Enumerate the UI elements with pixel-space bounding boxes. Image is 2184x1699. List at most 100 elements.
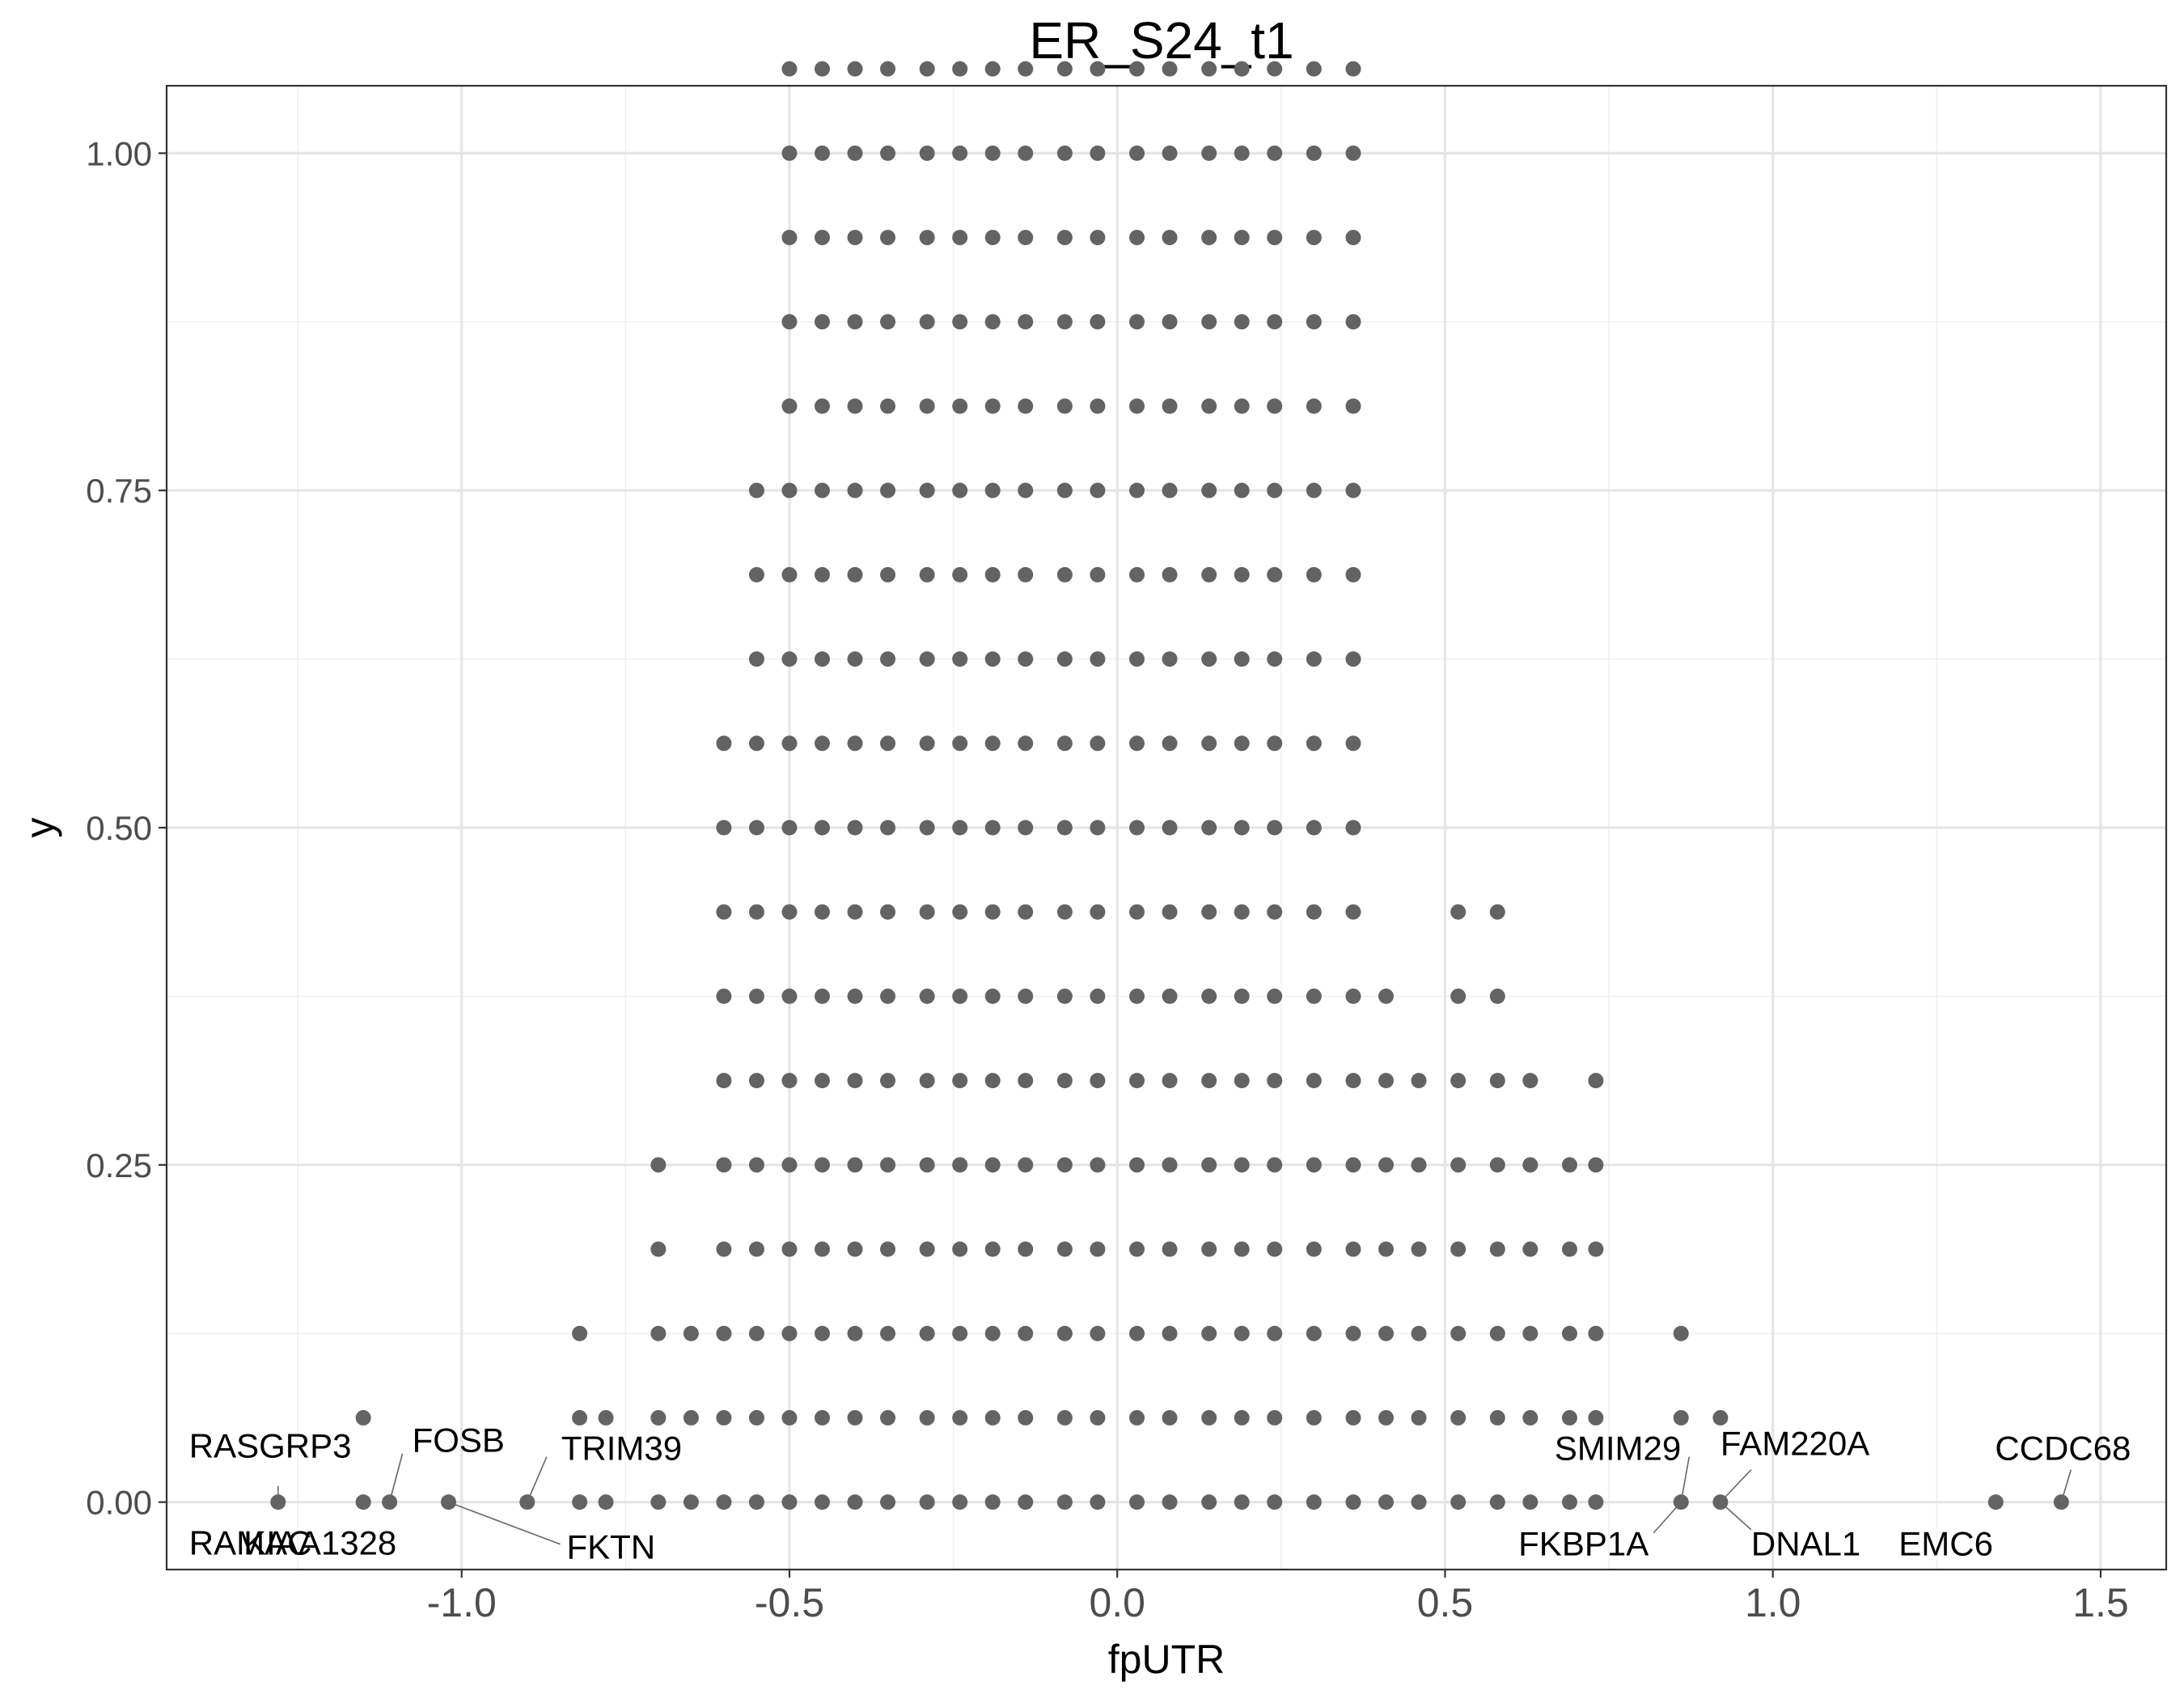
data-point <box>880 988 896 1004</box>
data-point <box>847 820 863 836</box>
data-point <box>1522 1325 1539 1341</box>
x-tick-label: -1.0 <box>427 1580 497 1625</box>
data-point <box>1201 988 1217 1004</box>
data-point <box>919 735 935 752</box>
label-leader-line <box>527 1456 548 1502</box>
data-point <box>1129 1494 1145 1510</box>
data-point <box>1306 1073 1322 1089</box>
data-point <box>1056 1409 1073 1426</box>
data-point <box>1162 61 1178 77</box>
data-point <box>1056 482 1073 498</box>
data-point <box>716 735 732 752</box>
data-point <box>748 1241 764 1257</box>
data-point <box>952 1073 968 1089</box>
data-point <box>1588 1241 1604 1257</box>
data-point <box>880 482 896 498</box>
data-point <box>1345 820 1361 836</box>
data-point <box>847 230 863 246</box>
data-point <box>1411 1494 1427 1510</box>
data-point <box>880 735 896 752</box>
x-tick-label: 1.0 <box>1745 1580 1801 1625</box>
data-point <box>1129 1157 1145 1173</box>
data-point <box>650 1157 667 1173</box>
chart-title: ER_S24_t1 <box>1029 11 1293 70</box>
data-point <box>1129 1073 1145 1089</box>
data-point <box>919 398 935 414</box>
data-point <box>650 1241 667 1257</box>
data-point <box>748 988 764 1004</box>
data-point <box>847 314 863 330</box>
data-point <box>952 1157 968 1173</box>
data-point <box>880 1157 896 1173</box>
data-point <box>748 566 764 583</box>
data-point <box>919 904 935 920</box>
data-point <box>781 1409 798 1426</box>
data-point <box>814 1241 830 1257</box>
data-point <box>1162 1157 1178 1173</box>
data-point <box>880 1325 896 1341</box>
data-point <box>1056 1241 1073 1257</box>
data-point <box>984 1073 1001 1089</box>
data-point <box>814 651 830 667</box>
data-point <box>1090 398 1106 414</box>
data-point <box>1056 904 1073 920</box>
data-point <box>984 1494 1001 1510</box>
data-point <box>1378 1073 1395 1089</box>
data-point <box>1378 1157 1395 1173</box>
data-point <box>952 566 968 583</box>
gene-label: SMIM29 <box>1555 1430 1681 1468</box>
label-leader-line <box>2060 1469 2072 1502</box>
data-point <box>1018 314 1034 330</box>
data-point <box>1201 482 1217 498</box>
data-point <box>1201 61 1217 77</box>
data-point <box>952 1241 968 1257</box>
data-point <box>1090 820 1106 836</box>
data-point <box>919 230 935 246</box>
data-point <box>814 145 830 161</box>
data-point <box>1267 1157 1283 1173</box>
data-point <box>1306 1325 1322 1341</box>
data-point <box>1201 1241 1217 1257</box>
data-point <box>1090 145 1106 161</box>
data-point <box>1056 566 1073 583</box>
data-point <box>1129 314 1145 330</box>
data-point <box>598 1494 614 1510</box>
data-point <box>1234 988 1250 1004</box>
data-point <box>952 820 968 836</box>
data-point <box>1018 145 1034 161</box>
data-point <box>847 61 863 77</box>
data-point <box>1090 1241 1106 1257</box>
data-point <box>1234 1409 1250 1426</box>
data-point <box>716 1494 732 1510</box>
data-point <box>919 1073 935 1089</box>
data-point <box>1522 1073 1539 1089</box>
data-point <box>1090 566 1106 583</box>
data-point <box>952 145 968 161</box>
data-point <box>1234 314 1250 330</box>
data-point <box>952 988 968 1004</box>
data-point <box>1267 1409 1283 1426</box>
data-point <box>1267 482 1283 498</box>
label-leader-line <box>1653 1502 1682 1534</box>
data-point <box>984 482 1001 498</box>
data-point <box>1090 1409 1106 1426</box>
gene-label: EMC6 <box>1898 1525 1993 1563</box>
data-point <box>984 230 1001 246</box>
data-point <box>1561 1494 1577 1510</box>
data-point <box>650 1494 667 1510</box>
label-leader-line <box>448 1501 561 1545</box>
data-point <box>748 482 764 498</box>
data-point <box>984 61 1001 77</box>
data-point <box>1306 482 1322 498</box>
data-point <box>1129 145 1145 161</box>
gene-label: FKBP1A <box>1518 1525 1649 1563</box>
data-point <box>1267 1494 1283 1510</box>
data-point <box>1411 1157 1427 1173</box>
data-point <box>716 820 732 836</box>
data-point <box>1018 735 1034 752</box>
data-point <box>880 820 896 836</box>
data-point <box>880 1073 896 1089</box>
data-point <box>1162 820 1178 836</box>
y-axis: 0.00 0.25 0.50 0.75 1.00 <box>86 134 167 1522</box>
data-point <box>1018 1494 1034 1510</box>
